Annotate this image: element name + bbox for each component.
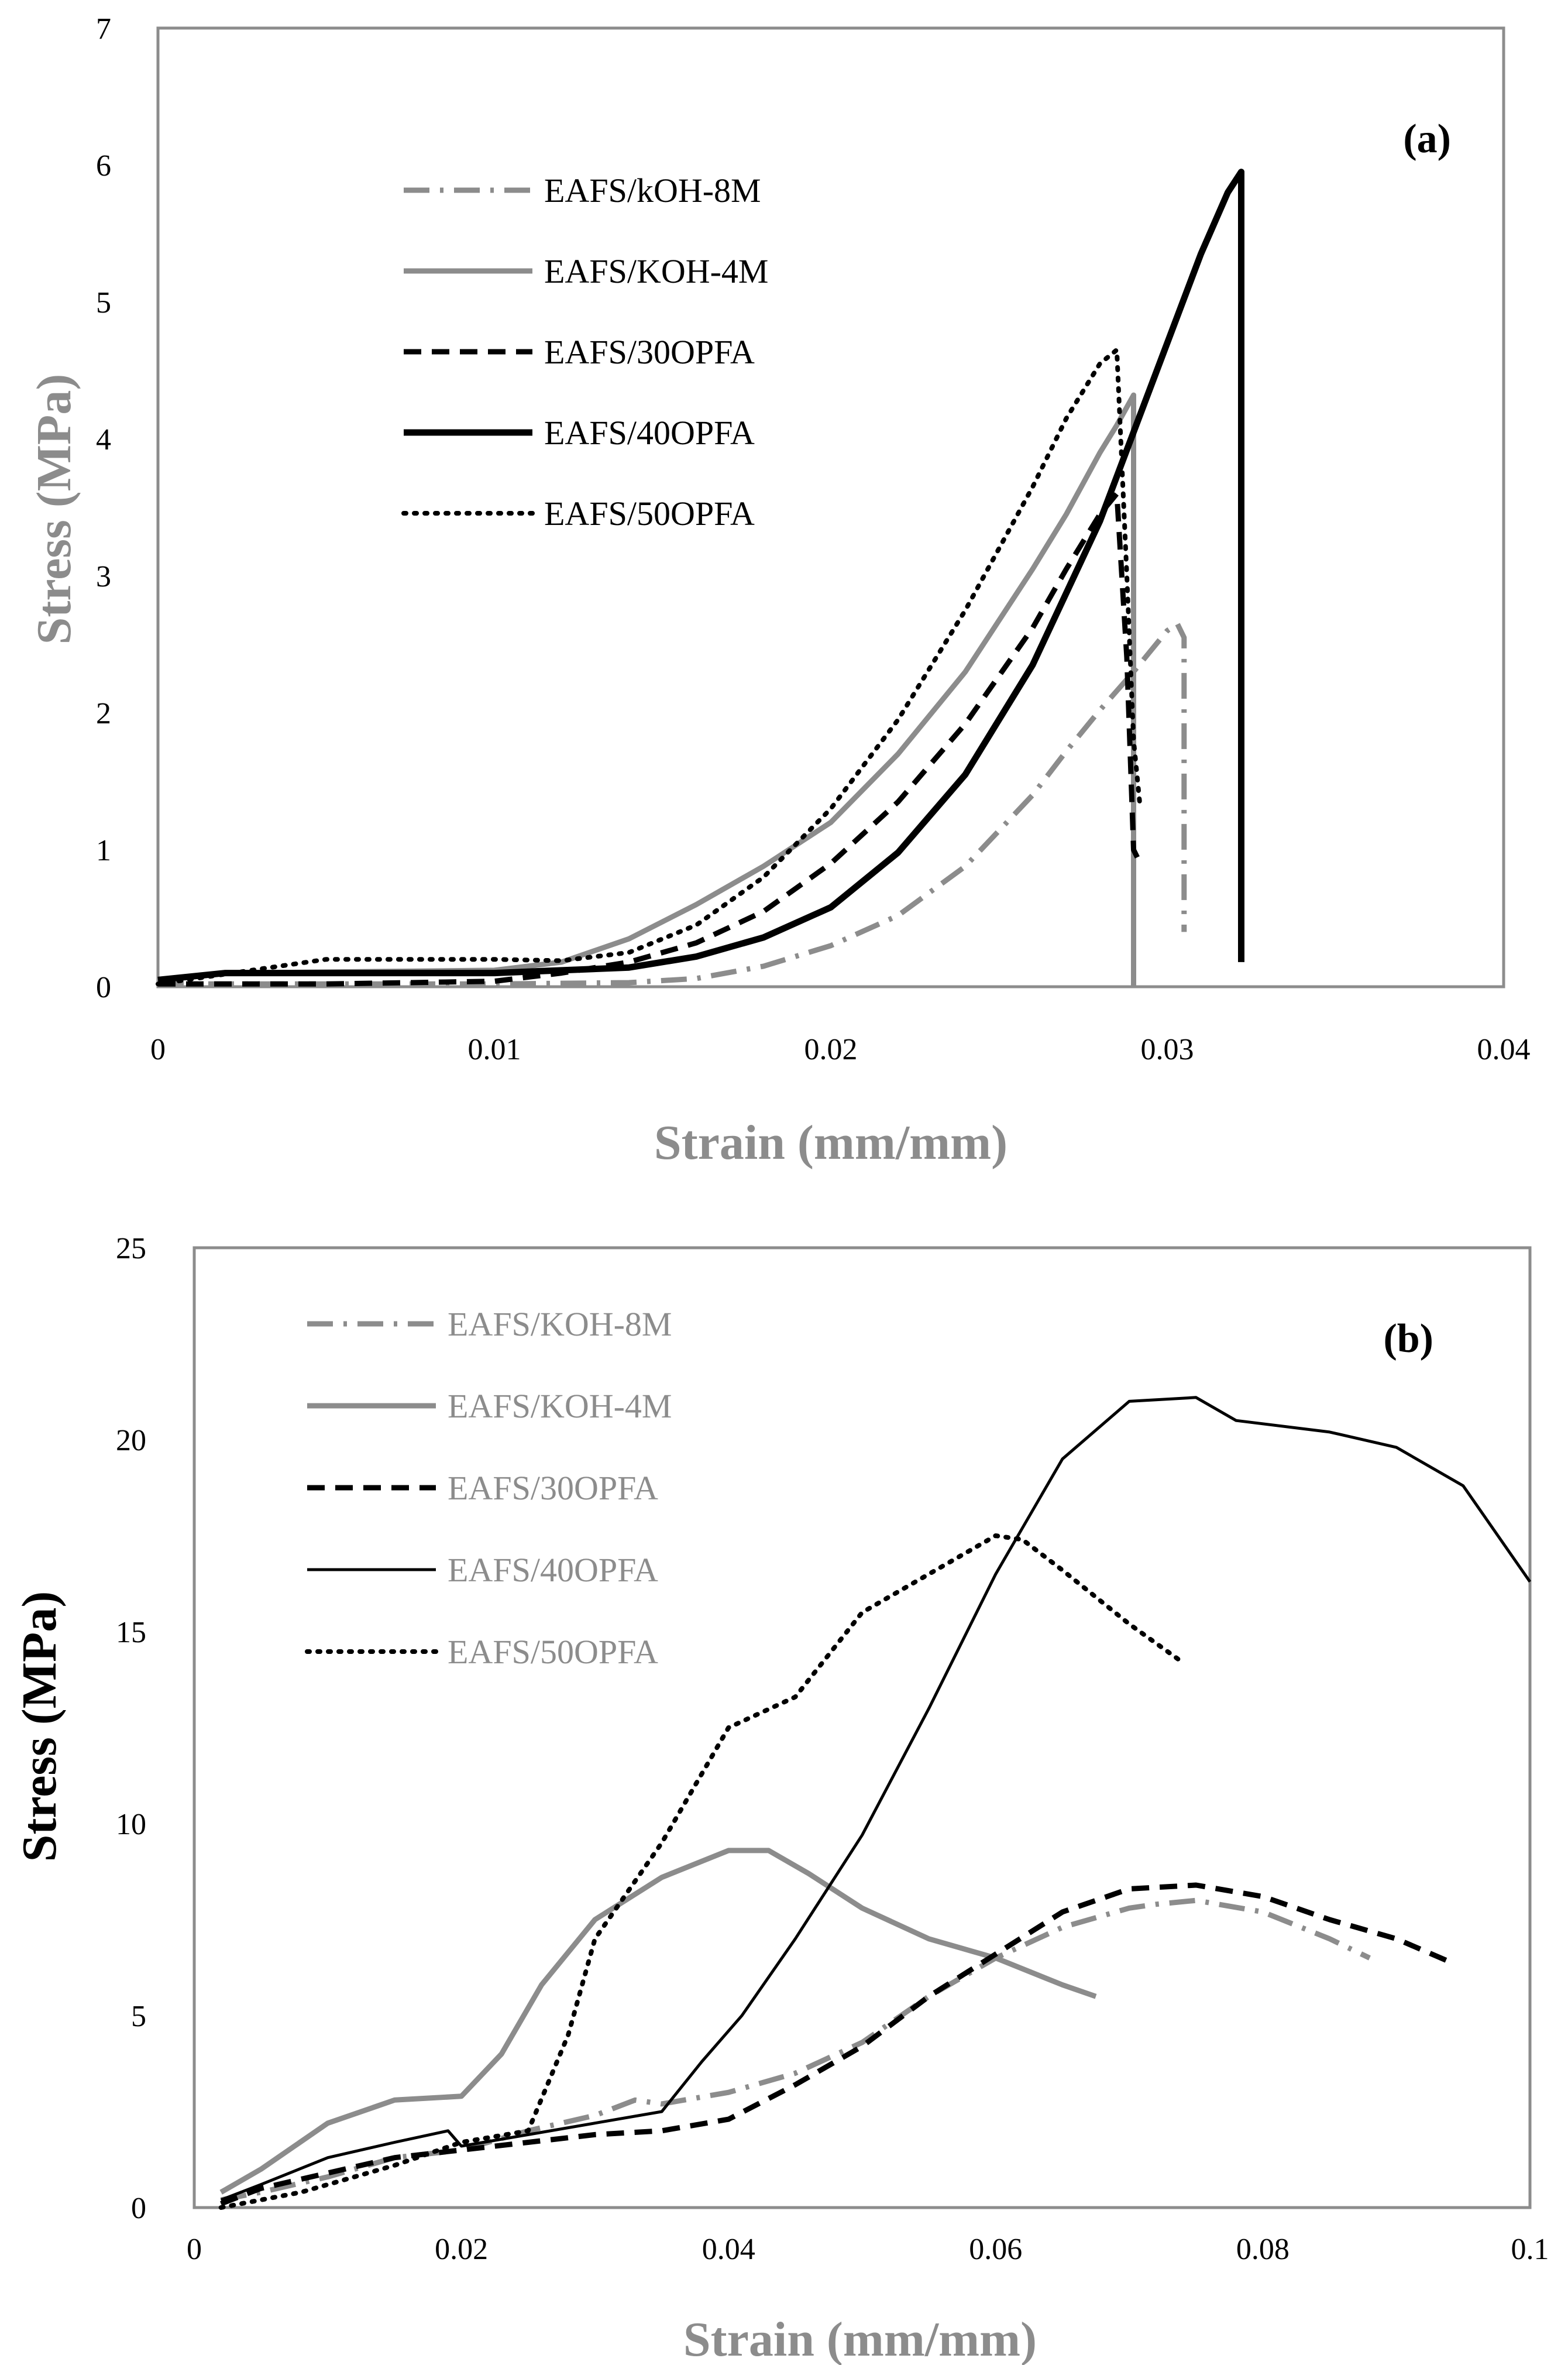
y-axis-title-b: Stress (MPa) <box>12 1591 67 1862</box>
y-tick-label: 3 <box>96 560 111 593</box>
y-tick-label: 25 <box>116 1232 146 1265</box>
legend-label: EAFS/30OPFA <box>448 1469 658 1507</box>
legend-label: EAFS/kOH-8M <box>544 171 761 210</box>
panel-label-b: (b) <box>1383 1316 1433 1361</box>
x-tick-label: 0.04 <box>1477 1033 1531 1066</box>
x-tick-label: 0.1 <box>1511 2233 1549 2266</box>
legend-label: EAFS/40OPFA <box>544 414 755 452</box>
legend-label: EAFS/30OPFA <box>544 333 755 371</box>
x-tick-label: 0.08 <box>1236 2233 1290 2266</box>
series-line-eafs-koh-4m <box>157 392 1136 987</box>
x-ticks-a: 0 0.01 0.02 0.03 0.04 <box>150 1033 1531 1066</box>
legend-label: EAFS/50OPFA <box>544 495 755 533</box>
y-axis-title-a: Stress (MPa) <box>27 374 81 645</box>
y-ticks-b: 0 5 10 15 20 25 <box>116 1232 146 2225</box>
y-tick-label: 6 <box>96 149 111 183</box>
legend-label: EAFS/50OPFA <box>448 1633 658 1671</box>
series-line-eafs-40opfa <box>220 1396 1532 2202</box>
y-ticks-a: 0 1 2 3 4 5 6 7 <box>96 12 111 1004</box>
legend-b: EAFS/KOH-8M EAFS/KOH-4M EAFS/30OPFA EAFS/40… <box>305 1305 672 1671</box>
legend-label: EAFS/KOH-4M <box>544 252 769 290</box>
x-ticks-b: 0 0.02 0.04 0.06 0.08 0.1 <box>187 2233 1549 2266</box>
x-axis-title-b: Strain (mm/mm) <box>683 2312 1037 2365</box>
series-line-eafs-koh-4m <box>219 1848 1097 2195</box>
y-tick-label: 15 <box>116 1616 146 1649</box>
series-line-eafs-30opfa <box>220 1882 1451 2206</box>
x-axis-title-a: Strain (mm/mm) <box>654 1115 1007 1170</box>
y-tick-label: 4 <box>96 423 111 456</box>
panel-label-a: (a) <box>1403 116 1451 162</box>
x-tick-label: 0.02 <box>804 1033 858 1066</box>
legend-label: EAFS/KOH-8M <box>448 1305 672 1343</box>
series-line-eafs-40opfa <box>157 169 1244 983</box>
legend-label: EAFS/KOH-4M <box>448 1387 672 1425</box>
series-line-eafs-50opfa <box>218 1533 1185 2210</box>
y-tick-label: 0 <box>96 971 111 1004</box>
chart-panel-b: 0 0.02 0.04 0.06 0.08 0.1 0 5 10 15 20 25 (b) Stra… <box>12 1232 1549 2365</box>
x-tick-label: 0 <box>150 1033 166 1066</box>
x-tick-label: 0.01 <box>468 1033 521 1066</box>
series-group-b <box>218 1396 1532 2210</box>
plot-area-b <box>192 1246 1532 2209</box>
legend-label: EAFS/40OPFA <box>448 1551 658 1589</box>
legend-a: EAFS/kOH-8M EAFS/KOH-4M EAFS/30OPFA EAFS/40… <box>401 171 769 533</box>
series-line-eafs-30opfa <box>158 491 1143 987</box>
x-tick-label: 0 <box>187 2233 202 2266</box>
x-tick-label: 0.02 <box>435 2233 488 2266</box>
y-tick-label: 5 <box>96 286 111 320</box>
x-tick-label: 0.06 <box>969 2233 1022 2266</box>
x-tick-label: 0.04 <box>702 2233 755 2266</box>
x-tick-label: 0.03 <box>1141 1033 1194 1066</box>
y-tick-label: 20 <box>116 1424 146 1457</box>
y-tick-label: 10 <box>116 1808 146 1841</box>
series-line-eafs-50opfa <box>156 347 1143 987</box>
y-tick-label: 7 <box>96 12 111 46</box>
plot-area-a <box>156 26 1505 988</box>
y-tick-label: 1 <box>96 834 111 867</box>
series-line-eafs-koh-8m <box>220 1897 1371 2203</box>
chart-panel-a: 0 0.01 0.02 0.03 0.04 0 1 2 3 4 5 6 7 (a) Strain (m… <box>27 12 1531 1170</box>
series-group-a <box>156 169 1244 987</box>
y-tick-label: 5 <box>131 2000 146 2033</box>
y-tick-label: 2 <box>96 697 111 730</box>
y-tick-label: 0 <box>131 2192 146 2225</box>
series-line-eafs-koh-8m <box>158 621 1187 987</box>
